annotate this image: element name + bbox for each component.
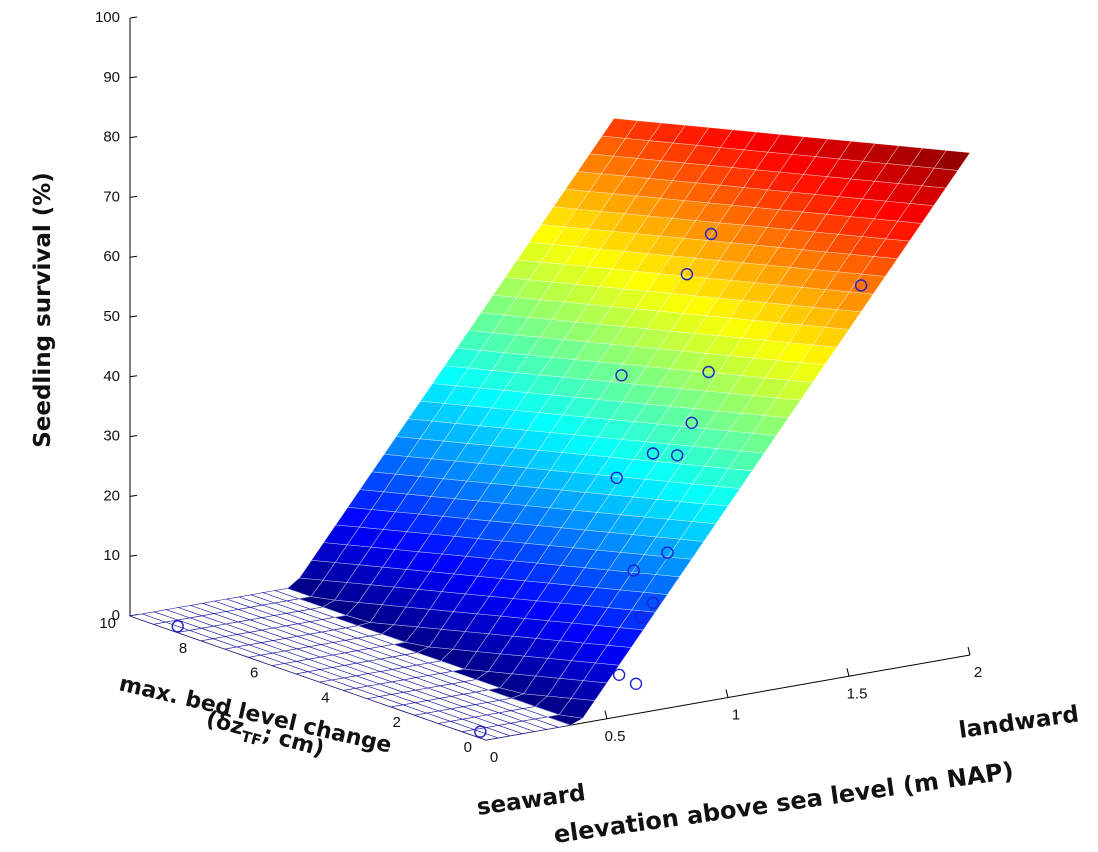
x-tick-label: 2 (974, 664, 982, 681)
y-tick-label: 8 (179, 640, 187, 657)
x-tick-label: 1.5 (847, 685, 868, 702)
z-tick-label: 70 (103, 188, 120, 205)
z-tick-mark (129, 494, 138, 497)
data-point (610, 471, 623, 484)
data-point (671, 449, 684, 462)
z-tick-mark (129, 554, 138, 557)
data-point (661, 546, 674, 559)
z-tick-label: 100 (95, 9, 120, 26)
x-tick-mark (846, 668, 850, 677)
y-axis-label-subscript: TF (239, 727, 263, 750)
data-point (615, 369, 628, 382)
data-point (680, 268, 694, 281)
data-point (854, 279, 868, 292)
data-point (702, 365, 715, 379)
z-tick-mark (129, 195, 138, 198)
x-tick-label: 1 (732, 707, 740, 724)
y-tick-label: 10 (99, 615, 116, 632)
x-tick-label: 0 (490, 749, 498, 766)
z-tick-label: 20 (103, 487, 120, 504)
z-tick-mark (129, 375, 138, 378)
annotation-seaward: seaward (475, 780, 587, 821)
z-tick-mark (129, 76, 138, 79)
data-point (646, 447, 660, 460)
x-tick-label: 0.5 (605, 728, 626, 745)
data-point (629, 677, 643, 690)
z-tick-label: 50 (103, 308, 120, 325)
z-tick-label: 40 (103, 368, 120, 385)
y-tick-label: 0 (464, 739, 472, 756)
annotation-landward: landward (957, 701, 1080, 744)
z-tick-label: 30 (103, 428, 120, 445)
data-point (171, 620, 184, 633)
y-tick-label: 6 (250, 665, 258, 682)
z-tick-label: 0 (112, 607, 120, 624)
y-tick-label: 4 (321, 689, 329, 706)
x-tick-mark (967, 646, 971, 656)
data-point (612, 668, 626, 681)
z-tick-mark (129, 435, 138, 438)
z-axis-label: Seedling survival (%) (30, 172, 56, 448)
x-tick-mark (604, 710, 608, 719)
z-tick-label: 60 (103, 248, 120, 265)
surface-group (128, 118, 971, 741)
y-tick-label: 2 (392, 714, 400, 731)
data-point (646, 596, 660, 610)
data-point (704, 227, 718, 241)
x-tick-mark (725, 689, 729, 698)
data-point (474, 725, 487, 738)
z-tick-label: 10 (103, 547, 120, 564)
z-tick-mark (129, 255, 138, 258)
z-tick-mark (129, 136, 138, 139)
data-point (634, 610, 648, 624)
scatter-points-group (171, 227, 868, 738)
z-tick-mark (129, 16, 138, 19)
z-tick-label: 80 (103, 129, 120, 146)
data-point (685, 416, 698, 429)
surface-cell (933, 150, 971, 171)
z-tick-label: 90 (103, 69, 120, 86)
x-axis-label: elevation above sea level (m NAP) (552, 757, 1015, 849)
z-tick-mark (129, 315, 138, 318)
data-point (627, 564, 640, 577)
